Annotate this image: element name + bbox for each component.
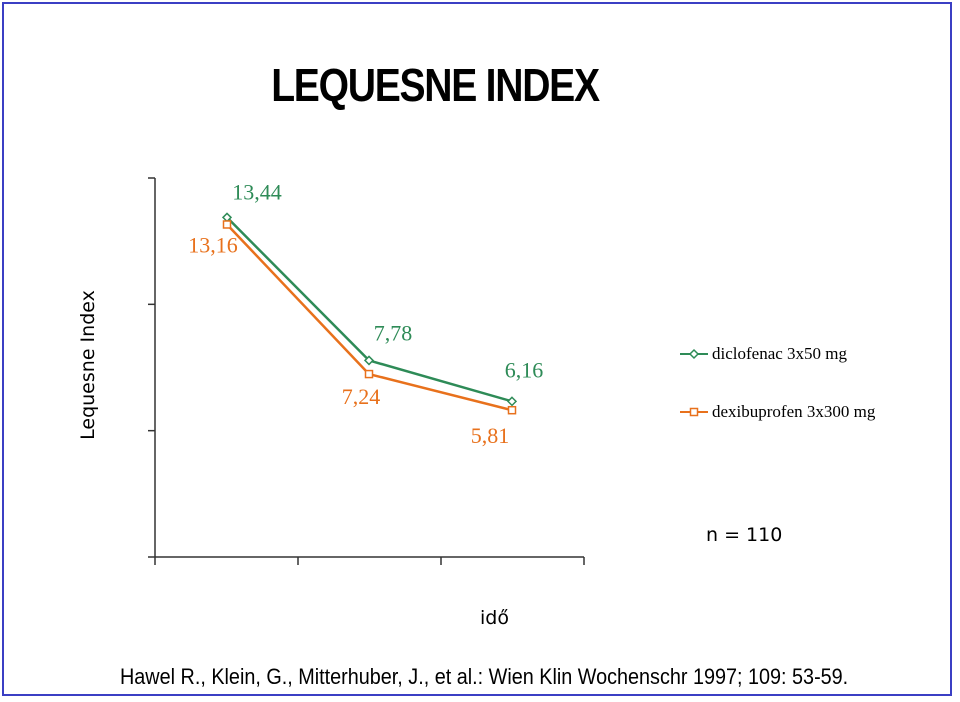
legend-item-diclofenac: diclofenac 3x50 mg xyxy=(680,340,875,368)
legend-label: dexibuprofen 3x300 mg xyxy=(712,402,876,421)
data-label: 7,24 xyxy=(342,384,381,409)
slide-frame xyxy=(2,2,952,696)
series-line-dexibuprofen xyxy=(226,223,513,412)
legend-swatch-square-icon xyxy=(680,406,708,418)
slide-title: LEQUESNE INDEX xyxy=(271,59,600,111)
data-label: 13,16 xyxy=(188,232,238,257)
chart-legend: diclofenac 3x50 mg dexibuprofen 3x300 mg xyxy=(680,340,875,456)
legend-swatch-diamond-icon xyxy=(680,348,708,360)
data-label: 5,81 xyxy=(471,423,510,448)
citation: Hawel R., Klein, G., Mitterhuber, J., et… xyxy=(120,664,849,689)
sample-size-note: n = 110 xyxy=(706,524,783,546)
legend-item-dexibuprofen: dexibuprofen 3x300 mg xyxy=(680,398,875,426)
data-point-square xyxy=(507,405,517,415)
data-point-diamond xyxy=(363,355,375,366)
y-axis-label: Lequesne Index xyxy=(77,290,99,440)
legend-label: diclofenac 3x50 mg xyxy=(712,344,848,363)
data-label: 6,16 xyxy=(505,357,544,382)
data-point-diamond xyxy=(506,396,518,407)
data-point-square xyxy=(222,220,232,229)
data-label: 7,78 xyxy=(374,320,413,345)
data-label: 13,44 xyxy=(232,179,282,204)
data-point-square xyxy=(364,369,374,379)
x-axis-label: idő xyxy=(480,607,509,629)
